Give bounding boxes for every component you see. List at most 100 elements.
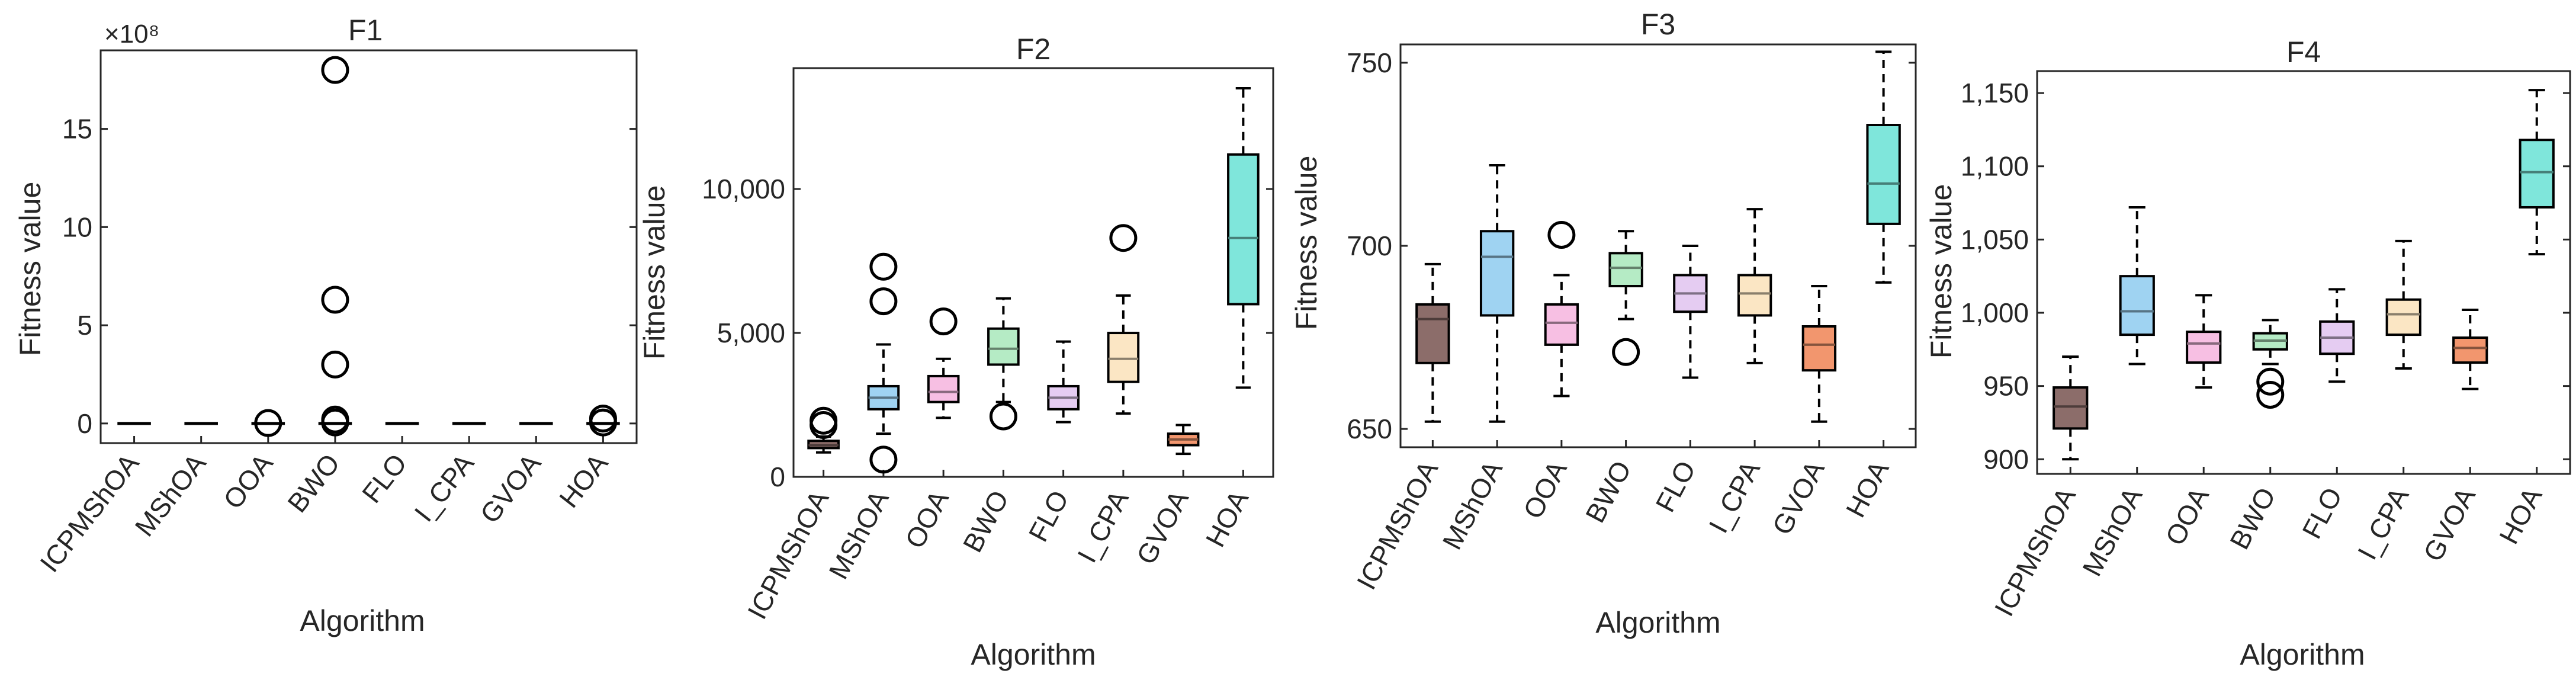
box-body: [1866, 124, 1901, 225]
box-BWO: [2252, 319, 2288, 409]
panel-f2: F2 Fitness value Algorithm 0 5,000 10,000 I…: [638, 33, 1274, 671]
outlier-point: [254, 409, 282, 437]
x-tick-label: GVOA: [2417, 482, 2481, 566]
y-exponent-label: ×10⁸: [104, 20, 159, 49]
box-body: [987, 327, 1020, 366]
box-FLO: [2319, 288, 2355, 383]
box-GVOA: [1167, 424, 1200, 456]
x-tick-label: HOA: [553, 448, 614, 514]
outlier-point: [989, 402, 1017, 431]
y-tick-label: 1,050: [1961, 224, 2029, 255]
outlier-point: [929, 307, 958, 336]
outlier-point: [321, 56, 349, 84]
box-I_CPA: [1107, 224, 1140, 415]
y-tick-label: 0: [77, 408, 92, 439]
x-tick-label: ICPMShOA: [741, 485, 835, 624]
x-tick-label: OOA: [2159, 482, 2215, 550]
x-tick-label: ICPMShOA: [1351, 456, 1444, 595]
y-axis-label: Fitness value: [638, 185, 671, 360]
box-HOA: [2519, 89, 2555, 256]
box-HOA: [1866, 50, 1901, 284]
x-tick-label: I_CPA: [2352, 482, 2415, 565]
box-OOA: [927, 307, 960, 419]
outlier-point: [2256, 380, 2285, 409]
x-tick-label: GVOA: [474, 448, 547, 529]
panel-title: F3: [1641, 8, 1675, 41]
outlier-point: [869, 252, 898, 281]
box-body: [1801, 325, 1837, 372]
outlier-point: [869, 287, 898, 316]
y-tick-label: 1,100: [1961, 151, 2029, 182]
y-axis-label: Fitness value: [14, 182, 47, 357]
box-body: [2186, 331, 2222, 364]
y-tick-label: 1,150: [1961, 78, 2029, 108]
box-FLO: [1047, 340, 1080, 424]
x-axis-label: Algorithm: [1595, 606, 1720, 639]
x-tick-label: HOA: [2493, 482, 2548, 549]
y-axis-label: Fitness value: [1290, 156, 1323, 331]
box-ICPMShOA: [807, 406, 840, 454]
y-tick-label: 700: [1347, 230, 1392, 261]
panel-title: F2: [1016, 33, 1051, 66]
outlier-point: [321, 286, 349, 314]
box-body: [1544, 303, 1579, 346]
x-tick-label: FLO: [2296, 482, 2348, 543]
box-GVOA: [2452, 309, 2488, 390]
panel-f4: F4 Fitness value Algorithm 900 950 1,000 1,…: [1925, 36, 2571, 671]
x-tick-label: I_CPA: [1703, 456, 1766, 538]
box-body: [2385, 298, 2421, 336]
panel-title: F1: [348, 14, 383, 47]
y-axis-label: Fitness value: [1925, 184, 1958, 359]
y-tick-label: 1,000: [1961, 297, 2029, 328]
box-ICPMShOA: [2053, 355, 2089, 461]
x-tick-label: HOA: [1199, 485, 1254, 552]
outlier-point: [589, 408, 617, 437]
box-body: [1737, 274, 1772, 317]
outlier-point: [2256, 367, 2285, 396]
y-tick-label: 10: [62, 211, 92, 242]
box-body: [1227, 153, 1260, 306]
box-OOA: [2186, 294, 2222, 389]
outlier-point: [1109, 224, 1138, 252]
box-BWO: [318, 56, 352, 437]
x-tick-label: I_CPA: [1071, 485, 1135, 567]
x-tick-label: MShOA: [1436, 456, 1508, 554]
box-body: [1608, 252, 1643, 288]
box-body: [927, 374, 960, 403]
box-body: [2519, 139, 2555, 209]
x-tick-label: BWO: [2224, 482, 2282, 554]
outlier-point: [321, 408, 349, 437]
outlier-point: [810, 406, 838, 435]
box-GVOA: [1801, 285, 1837, 423]
box-OOA: [251, 409, 285, 437]
box-body: [1107, 332, 1140, 383]
x-tick-label: OOA: [1517, 456, 1573, 524]
y-tick-label: 750: [1347, 47, 1392, 78]
panel-f1: F1 ×10⁸ Fitness value Algorithm 0 5 10 15 IC…: [14, 14, 638, 637]
axes-frame: [2036, 70, 2571, 475]
panel-title: F4: [2286, 36, 2321, 69]
box-OOA: [1544, 220, 1579, 397]
outlier-point: [869, 445, 898, 474]
box-MShOA: [2119, 206, 2155, 365]
box-body: [1479, 230, 1515, 317]
y-tick-label: 10,000: [702, 174, 785, 204]
x-tick-label: BWO: [281, 448, 346, 518]
x-tick-label: GVOA: [1130, 485, 1194, 569]
y-tick-label: 650: [1347, 413, 1392, 444]
box-HOA: [1227, 87, 1260, 389]
x-axis-label: Algorithm: [971, 638, 1096, 671]
x-tick-label: GVOA: [1766, 456, 1830, 540]
x-tick-label: FLO: [1649, 456, 1701, 517]
x-tick-label: ICPMShOA: [34, 448, 145, 578]
box-I_CPA: [1737, 208, 1772, 364]
x-tick-label: MShOA: [2076, 482, 2148, 581]
box-body: [2053, 386, 2089, 430]
y-tick-label: 900: [1983, 444, 2029, 474]
x-axis-label: Algorithm: [2240, 638, 2365, 671]
y-tick-label: 5,000: [717, 318, 785, 348]
box-MShOA: [1479, 164, 1515, 423]
